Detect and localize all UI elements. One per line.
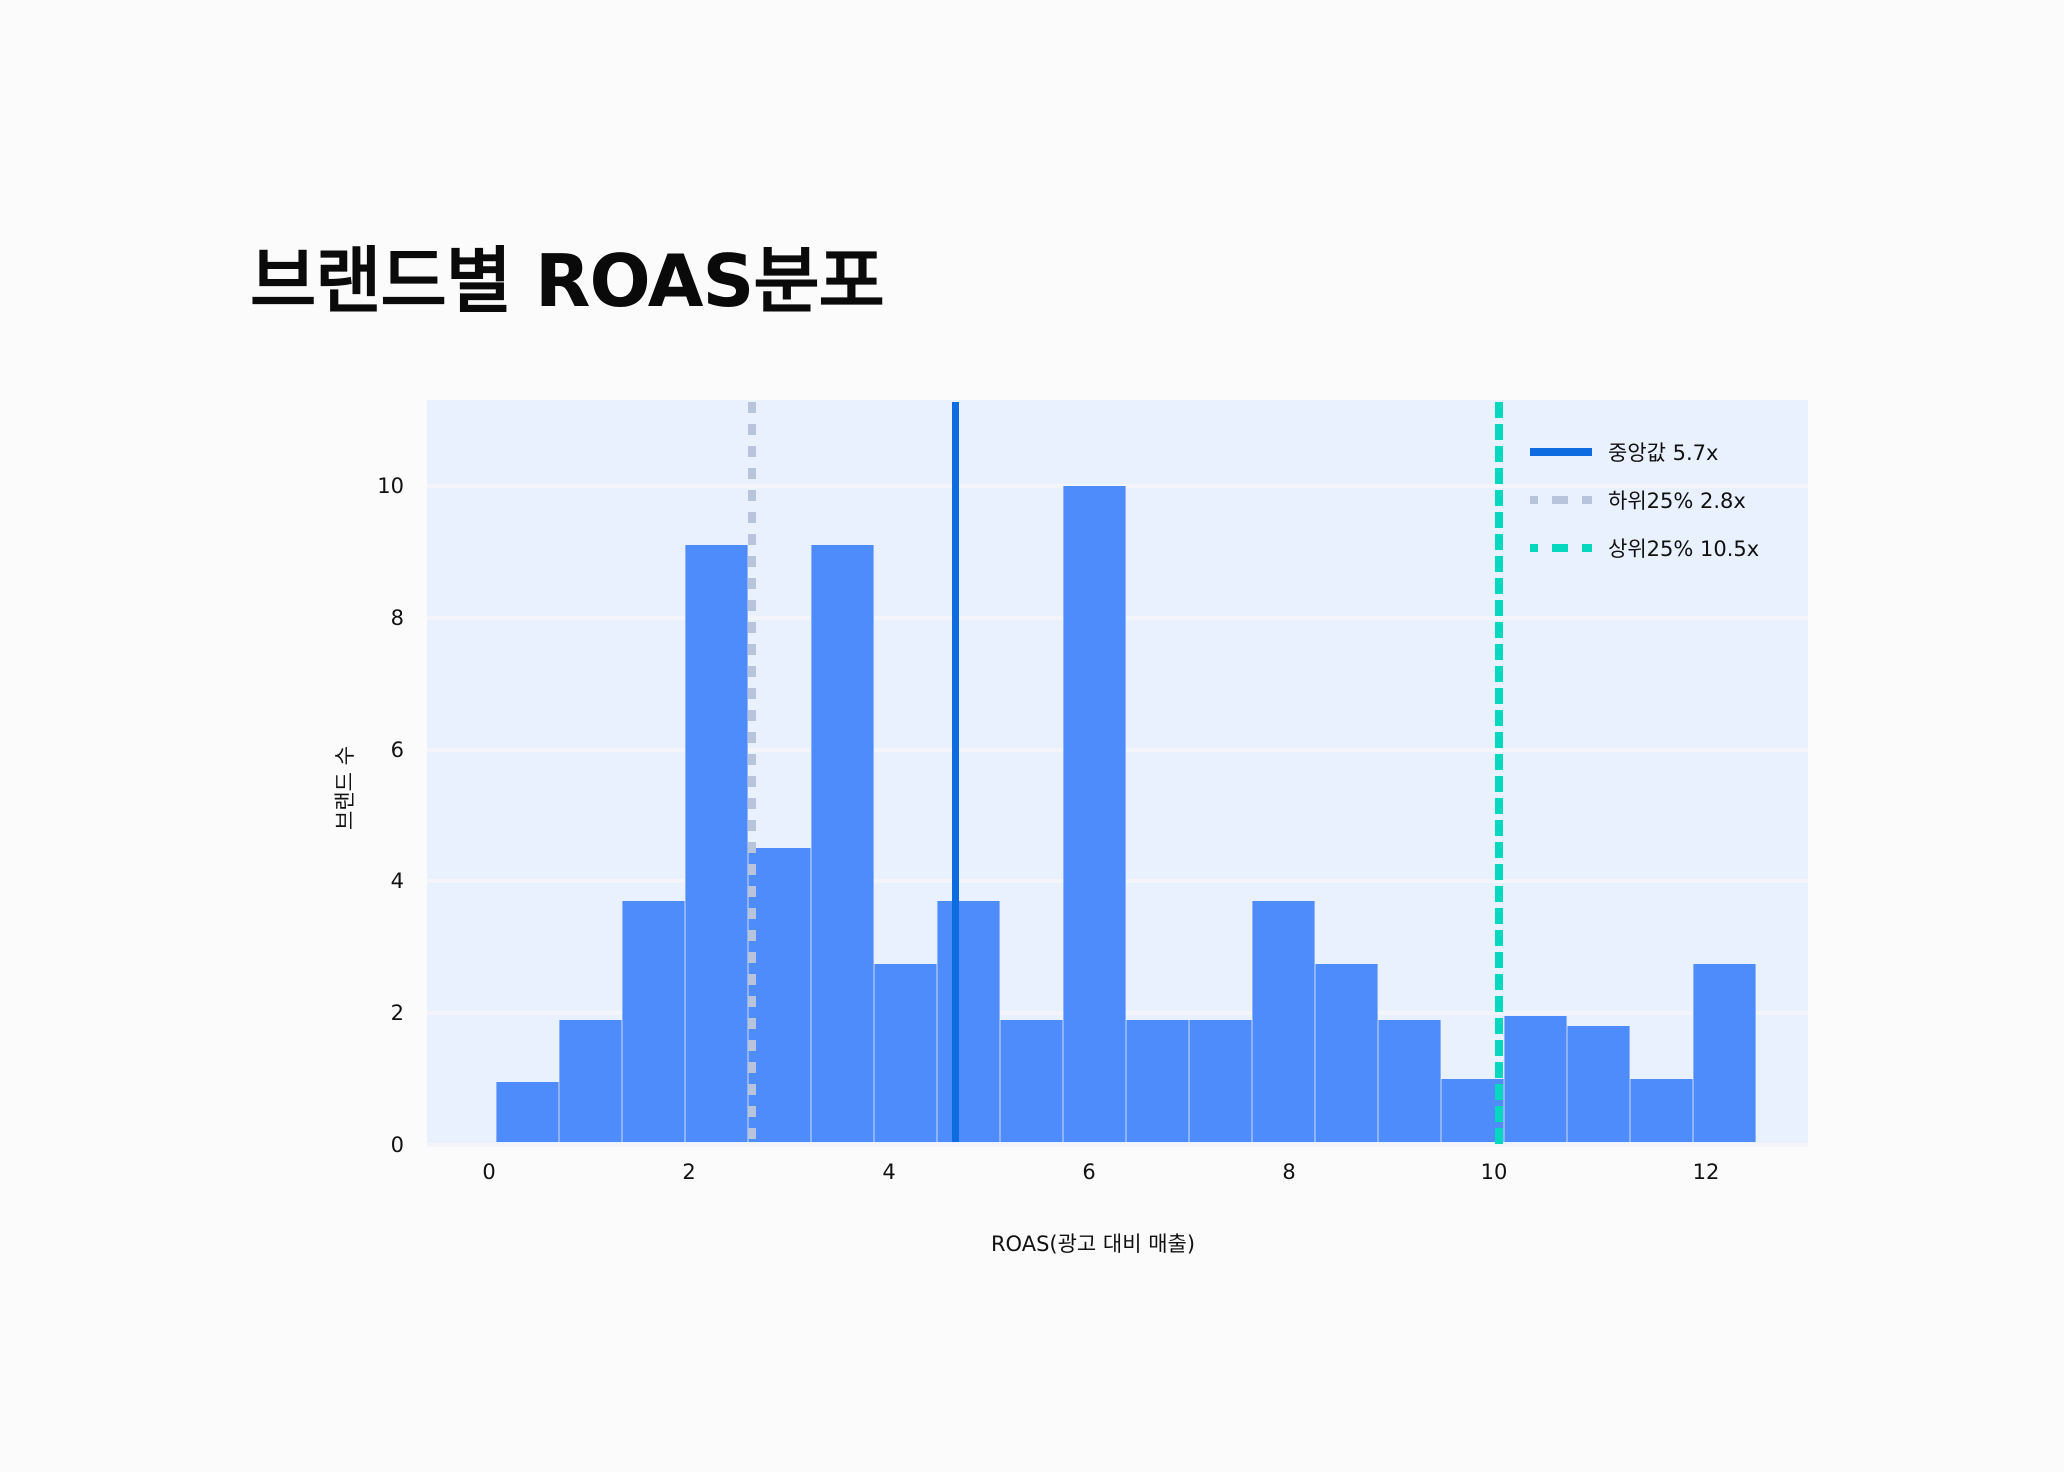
x-tick-label: 2 (682, 1160, 696, 1184)
histogram-bar (1504, 1016, 1567, 1142)
y-axis-label: 브랜드 수 (333, 746, 357, 830)
histogram-bar (1063, 486, 1126, 1142)
histogram-bar (937, 901, 1000, 1142)
legend-item-median: 중앙값 5.7x (1530, 428, 1759, 476)
solid-line-icon (1530, 448, 1592, 456)
median-line (952, 402, 959, 1142)
gridline (427, 1143, 1808, 1147)
y-tick-label: 10 (377, 474, 404, 498)
histogram-bar (1441, 1079, 1504, 1142)
x-tick-label: 8 (1282, 1160, 1296, 1184)
x-tick-label: 6 (1082, 1160, 1096, 1184)
histogram-bar (1693, 963, 1756, 1142)
histogram-bar (559, 1019, 622, 1142)
histogram-bar (685, 545, 748, 1142)
legend-item-lower-quartile: 하위25% 2.8x (1530, 476, 1759, 524)
legend-label: 중앙값 5.7x (1608, 441, 1719, 465)
x-tick-label: 4 (882, 1160, 896, 1184)
dashed-line-icon (1530, 544, 1592, 552)
histogram-bar (1252, 901, 1315, 1142)
legend-label: 하위25% 2.8x (1608, 489, 1746, 513)
x-tick-label: 12 (1692, 1160, 1720, 1184)
y-tick-label: 0 (390, 1133, 404, 1157)
y-tick-label: 6 (390, 737, 404, 762)
histogram-bar (1315, 963, 1378, 1142)
histogram-bar (874, 963, 937, 1142)
x-axis-label: ROAS(광고 대비 매출) (990, 1232, 1196, 1256)
upper-quartile-line (1495, 402, 1503, 1144)
dashed-line-icon (1530, 496, 1592, 504)
histogram-bar (1630, 1079, 1693, 1142)
histogram-bar (1126, 1019, 1189, 1142)
lower-quartile-line (748, 402, 756, 1144)
y-tick-label: 2 (390, 1001, 404, 1026)
histogram-bar (622, 901, 685, 1142)
legend: 중앙값 5.7x 하위25% 2.8x 상위25% 10.5x (1530, 428, 1759, 572)
legend-item-upper-quartile: 상위25% 10.5x (1530, 524, 1759, 572)
y-tick-label: 4 (390, 869, 404, 894)
histogram-bar (811, 545, 874, 1142)
x-tick-label: 0 (482, 1160, 496, 1184)
legend-label: 상위25% 10.5x (1608, 537, 1760, 561)
histogram-bar (748, 848, 811, 1142)
histogram-bar (1378, 1019, 1441, 1142)
histogram-bar (1567, 1026, 1630, 1142)
histogram-bar (1189, 1019, 1252, 1142)
plot-area (427, 400, 1808, 1147)
chart-title: 브랜드별 ROAS분포 (250, 239, 885, 323)
x-tick-label: 10 (1480, 1160, 1508, 1184)
histogram-bar (496, 1082, 559, 1142)
histogram-bar (1000, 1019, 1063, 1142)
y-tick-label: 8 (390, 605, 404, 630)
